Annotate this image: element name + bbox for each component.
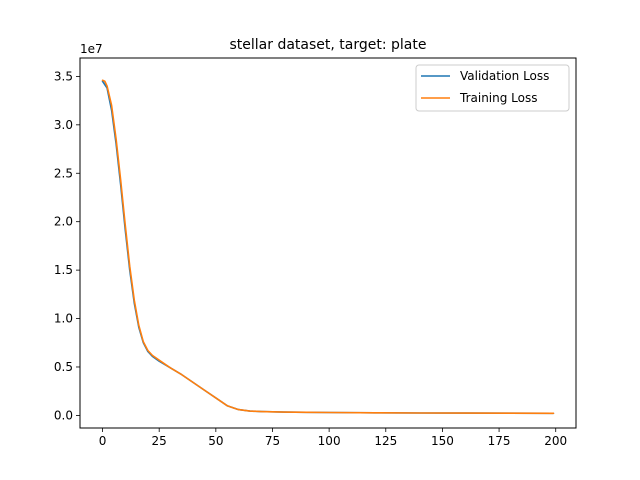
y-tick-label: 0.0 [54,408,73,422]
y-tick-label: 3.5 [54,69,73,83]
chart-title: stellar dataset, target: plate [230,37,427,53]
y-tick-label: 1.0 [54,312,73,326]
y-tick-label: 3.0 [54,118,73,132]
legend: Validation Loss Training Loss [415,64,570,112]
y-tick-label: 2.5 [54,166,73,180]
y-tick-label: 0.5 [54,360,73,374]
series-line-validation-loss [101,80,555,415]
x-tick-label: 25 [152,434,167,448]
x-tick-label: 100 [318,434,341,448]
x-tick-label: 0 [99,434,107,448]
x-tick-label: 150 [431,434,454,448]
plot-area [101,79,555,415]
x-tick-label: 125 [374,434,397,448]
legend-label: Validation Loss [460,69,549,83]
y-offset-label: 1e7 [80,42,103,56]
x-tick-label: 50 [208,434,223,448]
x-tick-label: 200 [544,434,567,448]
series-line-training-loss [101,79,555,415]
x-tick-label: 75 [265,434,280,448]
x-tick-label: 175 [488,434,511,448]
y-tick-label: 2.0 [54,215,73,229]
legend-label: Training Loss [459,91,537,105]
plot-frame [79,57,577,429]
legend-box [415,64,570,112]
y-tick-label: 1.5 [54,263,73,277]
